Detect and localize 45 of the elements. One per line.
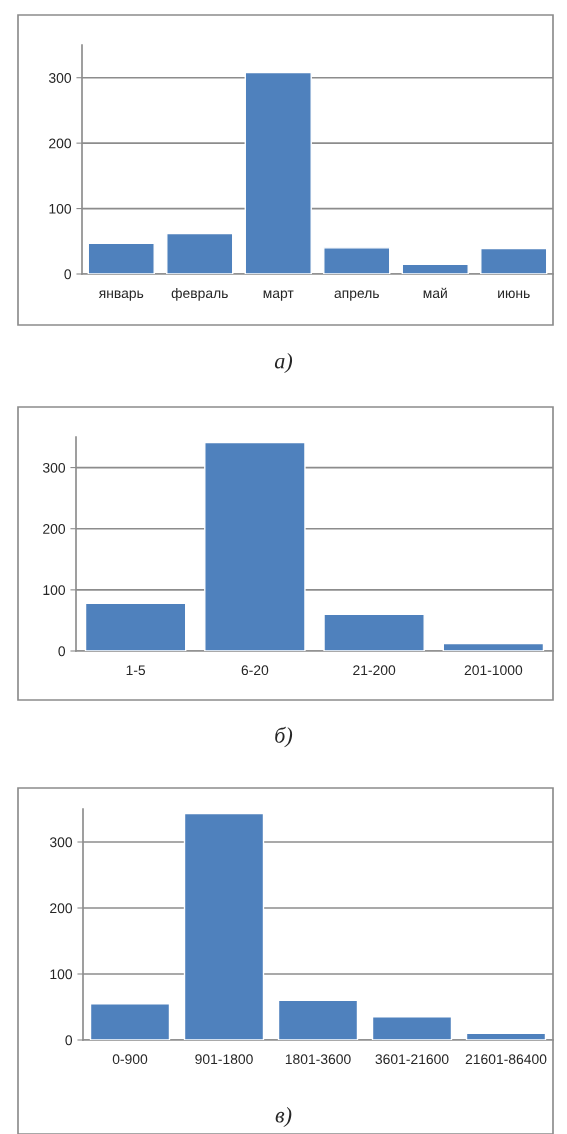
x-tick-label: апрель xyxy=(334,290,379,301)
y-tick-label: 200 xyxy=(43,524,66,534)
y-tick-label: 300 xyxy=(48,73,72,83)
x-tick-label: 21601-86400 xyxy=(465,1054,547,1065)
x-tick-label: 1-5 xyxy=(126,665,146,676)
bar xyxy=(183,812,265,1040)
y-tick-label: 0 xyxy=(65,1035,73,1046)
x-tick-label: 3601-21600 xyxy=(375,1054,449,1065)
bar xyxy=(166,232,234,274)
text: а) xyxy=(274,352,293,374)
y-tick-label: 0 xyxy=(58,646,66,657)
bar xyxy=(87,242,155,274)
bar xyxy=(371,1016,453,1040)
y-tick-label: 100 xyxy=(50,969,73,980)
y-tick-label: 300 xyxy=(42,462,66,473)
x-tick-label: 1801-3600 xyxy=(285,1054,351,1065)
bar xyxy=(244,71,312,274)
y-tick-label: 100 xyxy=(49,203,72,214)
bar xyxy=(89,1003,171,1040)
bar xyxy=(323,247,391,274)
x-tick-label: май xyxy=(423,287,447,299)
bar xyxy=(277,999,359,1040)
x-tick-label: июнь xyxy=(498,290,530,299)
x-tick-label: 901-1800 xyxy=(195,1054,253,1065)
x-tick-label: 21-200 xyxy=(353,665,396,676)
text: б) xyxy=(275,726,293,748)
y-tick-label: 0 xyxy=(64,269,72,280)
bar xyxy=(204,441,306,651)
bar xyxy=(465,1032,547,1040)
bar xyxy=(84,602,187,651)
y-tick-label: 200 xyxy=(49,138,72,149)
y-tick-label: 300 xyxy=(49,837,73,848)
x-tick-label: январь xyxy=(98,290,144,301)
x-tick-label: февраль xyxy=(171,287,228,301)
x-tick-label: март xyxy=(263,290,294,301)
bar xyxy=(401,263,469,274)
x-tick-label: 0-900 xyxy=(112,1054,148,1065)
x-tick-label: 6-20 xyxy=(241,665,269,676)
bar xyxy=(480,247,548,274)
y-tick-label: 100 xyxy=(43,585,66,596)
y-tick-label: 200 xyxy=(50,903,73,914)
bar xyxy=(323,613,425,651)
text: в) xyxy=(275,1106,292,1128)
bar xyxy=(442,642,545,651)
x-tick-label: 201-1000 xyxy=(464,665,523,676)
